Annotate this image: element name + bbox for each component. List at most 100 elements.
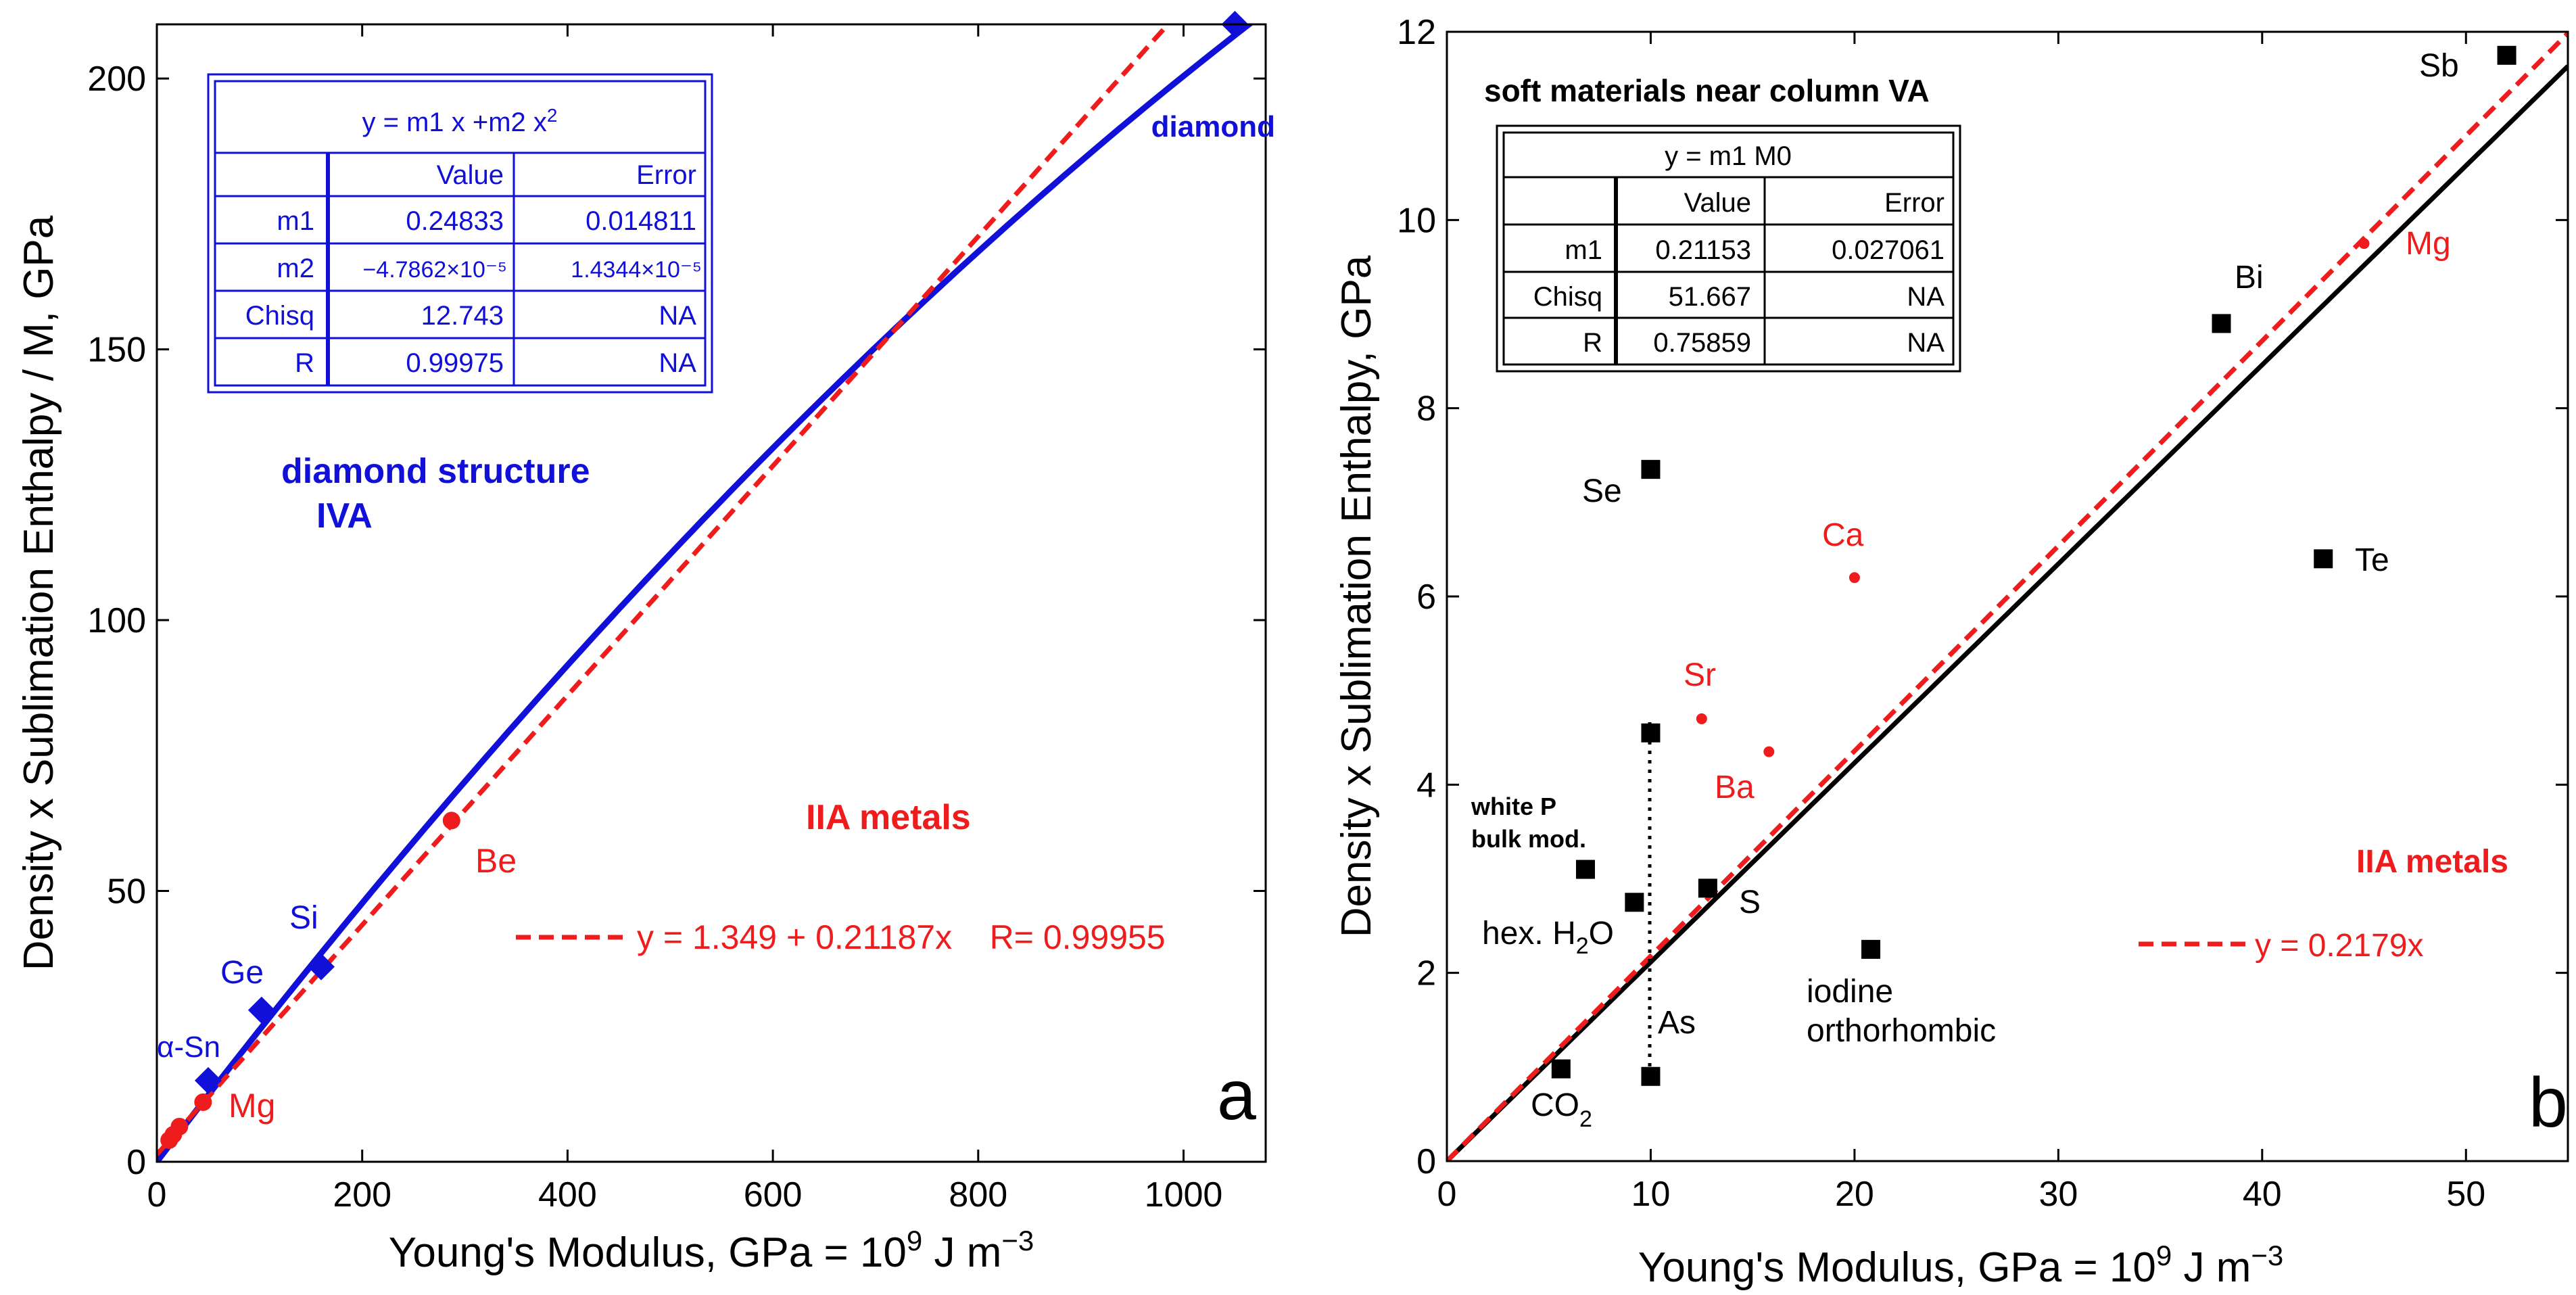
panel-a-x-axis-label: Young's Modulus, GPa = 109 J m−3 (389, 1225, 1034, 1276)
table-a-cell: m1 (277, 206, 314, 236)
label-sr: Sr (1684, 657, 1716, 693)
data-point-ca (1848, 572, 1860, 584)
x-tick-label: 0 (147, 1175, 167, 1215)
panel-a-data-points (160, 11, 1249, 1149)
label-as: As (1658, 1005, 1696, 1041)
y-tick-label: 100 (87, 601, 146, 640)
label-iia-metals-a: IIA metals (806, 798, 971, 837)
data-point-as (1641, 1066, 1661, 1086)
data-point-mg (2358, 238, 2370, 250)
panel-b-fit-lines (1447, 32, 2568, 1161)
table-a-header-error: Error (636, 160, 696, 190)
panel-b-title: soft materials near column VA (1484, 73, 1930, 108)
data-point-be (442, 811, 460, 830)
data-point-sb (2497, 45, 2517, 65)
table-b-cell: 51.667 (1669, 282, 1751, 312)
panel-b-legend: y = 0.2179x (2139, 928, 2424, 964)
table-a-cell: −4.7862×10⁻⁵ (362, 257, 507, 283)
solid-fit-line (1447, 64, 2568, 1161)
legend-text-a: y = 1.349 + 0.21187x R= 0.99955 (637, 918, 1166, 956)
label-co2: CO2 (1531, 1087, 1592, 1132)
panel-a-ticks: 0 200 400 600 800 1000 0 50 100 150 200 (87, 24, 1266, 1215)
y-tick-label: 6 (1416, 578, 1436, 617)
label-s: S (1739, 885, 1761, 920)
data-point-white-p-bulk-mod (1575, 860, 1595, 879)
data-point-co2 (1551, 1059, 1571, 1079)
label-be: Be (475, 842, 517, 880)
label-diamond: diamond (1151, 110, 1275, 143)
data-point (160, 1131, 178, 1149)
panel-b-data-points (1551, 45, 2517, 1086)
label-sb: Sb (2419, 48, 2459, 84)
x-tick-label: 1000 (1145, 1175, 1223, 1215)
label-te: Te (2355, 542, 2389, 578)
table-a-cell: NA (659, 348, 696, 378)
table-b-cell: m1 (1565, 235, 1602, 265)
table-b-cell: NA (1907, 282, 1945, 312)
solid-fit-line (157, 24, 1254, 1162)
table-b-equation: y = m1 M0 (1665, 141, 1792, 171)
table-a-cell: 0.014811 (586, 206, 696, 236)
x-tick-label: 200 (333, 1175, 391, 1215)
panel-b-ticks: 0 10 20 30 40 50 0 2 4 6 8 10 12 (1397, 13, 2568, 1214)
label-bulk-mod: bulk mod. (1471, 825, 1586, 853)
table-b-cell: Chisq (1533, 282, 1602, 312)
y-tick-label: 200 (87, 60, 146, 99)
table-a-equation: y = m1 x +m2 x2 (362, 105, 558, 137)
label-alpha-sn: α-Sn (157, 1031, 220, 1064)
data-point-ge (247, 996, 275, 1024)
label-mg: Mg (229, 1087, 275, 1125)
panel-a-y-axis-label: Density x Sublimation Enthalpy / M, GPa (16, 215, 62, 970)
y-tick-label: 10 (1397, 201, 1436, 240)
panel-b-x-axis-label: Young's Modulus, GPa = 109 J m−3 (1638, 1240, 2284, 1291)
label-white-p: white P (1471, 793, 1556, 820)
data-point-mg (194, 1093, 212, 1111)
table-a-cell: 0.99975 (406, 348, 504, 378)
table-a-cell: 0.24833 (406, 206, 504, 236)
y-tick-label: 4 (1416, 766, 1436, 805)
panel-b: 0 10 20 30 40 50 0 2 4 6 8 10 12 Young's Modulus, GP… (1333, 13, 2569, 1291)
y-tick-label: 50 (107, 872, 146, 912)
x-tick-label: 50 (2446, 1175, 2485, 1214)
panel-b-plot-frame (1446, 30, 2569, 1162)
table-a-cell: 12.743 (421, 301, 504, 331)
table-b-header-error: Error (1884, 188, 1945, 218)
label-bi: Bi (2235, 260, 2264, 296)
table-a-cell: 1.4344×10⁻⁵ (571, 257, 702, 283)
label-ba: Ba (1715, 770, 1755, 805)
fit-table-a: y = m1 x +m2 x2 Value Error m1 0.24833 0… (207, 73, 713, 394)
label-hex-h2o: hex. H2O (1482, 916, 1614, 959)
table-a-header-value: Value (437, 160, 504, 190)
label-mg-b: Mg (2406, 226, 2451, 262)
label-ca: Ca (1822, 517, 1864, 553)
y-tick-label: 150 (87, 331, 146, 370)
label-ge: Ge (220, 955, 264, 991)
table-b-cell: NA (1907, 328, 1945, 358)
data-point-iodine-orthorhombic (1861, 939, 1881, 959)
data-point-sr (1696, 713, 1707, 724)
label-diamond-structure: diamond structure (281, 452, 590, 491)
table-b-header-value: Value (1684, 188, 1751, 218)
data-point-te (2314, 549, 2333, 569)
x-tick-label: 600 (744, 1175, 803, 1215)
label-se: Se (1582, 473, 1622, 509)
y-tick-label: 8 (1416, 390, 1436, 429)
table-b-cell: R (1583, 328, 1602, 358)
fit-table-b: y = m1 M0 Value Error m1 0.21153 0.02706… (1496, 124, 1961, 373)
table-b-cell: 0.21153 (1655, 235, 1751, 265)
x-tick-label: 800 (949, 1175, 1007, 1215)
table-a-cell: Chisq (245, 301, 314, 331)
dashed-fit-line (157, 24, 1172, 1156)
data-point-as (1641, 723, 1661, 743)
data-point-bi (2212, 314, 2231, 333)
panel-a-plot-frame (156, 23, 1267, 1163)
y-tick-label: 2 (1416, 954, 1436, 993)
table-b-cell: 0.75859 (1653, 328, 1751, 358)
panel-a-legend: y = 1.349 + 0.21187x R= 0.99955 (516, 918, 1166, 956)
data-point-s (1698, 878, 1717, 898)
x-tick-label: 400 (538, 1175, 597, 1215)
y-tick-label: 0 (126, 1143, 146, 1182)
panel-a-letter: a (1217, 1056, 1256, 1135)
label-si: Si (289, 900, 318, 936)
y-tick-label: 0 (1416, 1142, 1436, 1181)
